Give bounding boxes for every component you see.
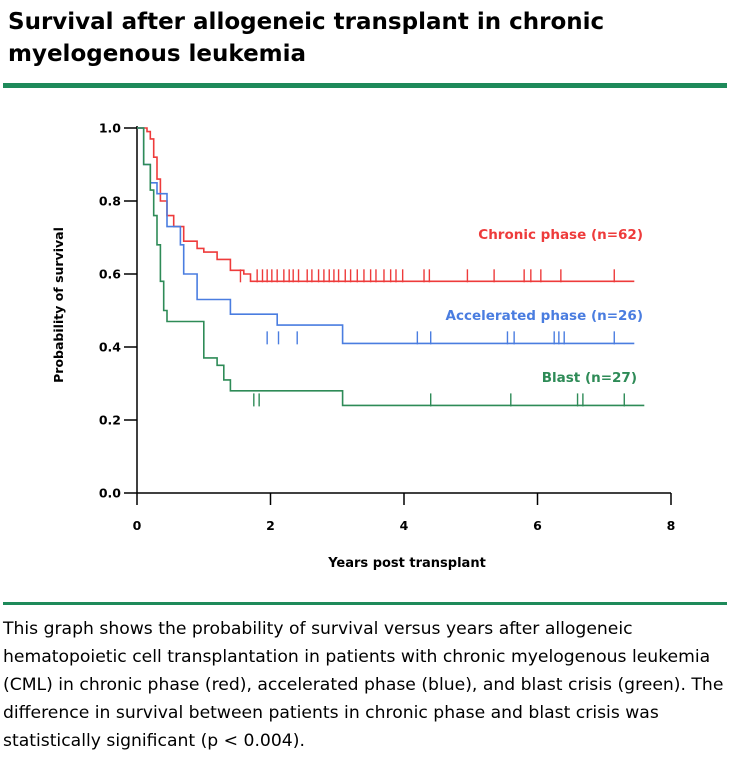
series-label: Accelerated phase (n=26)	[446, 308, 643, 324]
x-tick-label: 6	[533, 518, 542, 533]
y-tick-label: 0.6	[99, 267, 121, 282]
x-tick-label: 8	[667, 518, 676, 533]
x-tick-label: 0	[133, 518, 142, 533]
series-label: Blast (n=27)	[542, 370, 637, 386]
y-tick-label: 0.4	[99, 340, 121, 355]
y-tick-label: 0.8	[99, 194, 121, 209]
chart-axes: 0.0 0.2 0.4 0.6 0.8 1.0 0 2 4 6 8	[99, 121, 676, 534]
title-divider	[3, 83, 727, 88]
x-tick-label: 4	[400, 518, 409, 533]
figure-caption: This graph shows the probability of surv…	[3, 619, 724, 751]
page-title: Survival after allogeneic transplant in …	[8, 9, 605, 67]
series-3: Blast (n=27)	[137, 127, 645, 407]
x-axis-label: Years post transplant	[327, 556, 486, 571]
y-tick-label: 1.0	[99, 121, 121, 136]
y-tick-label: 0.0	[99, 486, 121, 501]
survival-chart: 0.0 0.2 0.4 0.6 0.8 1.0 0 2 4 6 8 Chronic phase (n…	[51, 121, 676, 572]
series-label: Chronic phase (n=62)	[478, 227, 643, 243]
series-1: Chronic phase (n=62)	[137, 127, 643, 283]
y-tick-label: 0.2	[99, 413, 121, 428]
y-axis-label: Probability of survival	[51, 227, 66, 383]
survival-curve	[137, 127, 635, 283]
caption-divider	[3, 602, 727, 605]
x-tick-label: 2	[266, 518, 275, 533]
chart-series: Chronic phase (n=62) Accelerated phase (n…	[137, 127, 645, 407]
survival-curve	[137, 127, 645, 407]
